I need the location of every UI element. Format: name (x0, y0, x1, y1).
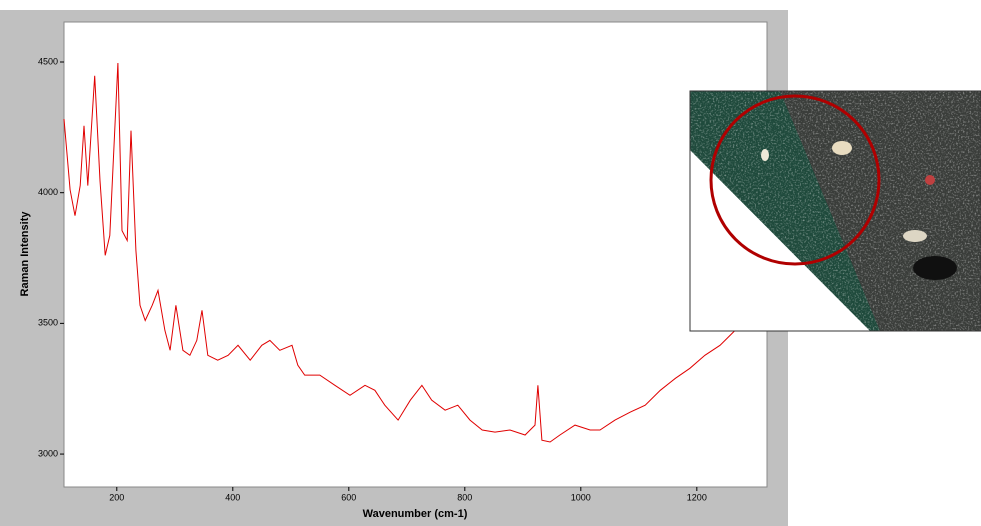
y-tick-label: 4500 (38, 56, 58, 66)
y-axis-label: Raman Intensity (19, 211, 31, 297)
x-tick-label: 800 (457, 492, 472, 502)
x-tick-label: 600 (341, 492, 356, 502)
y-tick-label: 3500 (38, 318, 58, 328)
x-tick-label: 200 (109, 492, 124, 502)
plot-area (63, 21, 768, 488)
x-axis-label: Wavenumber (cm-1) (363, 508, 468, 520)
x-tick-label: 1000 (571, 492, 591, 502)
y-tick-label: 4000 (38, 187, 58, 197)
x-tick-label: 400 (225, 492, 240, 502)
chart: 200 400 600 800 1000 1200 3000 3500 4000 4500 (38, 56, 736, 502)
spectrum-line (63, 62, 736, 443)
x-tick-label: 1200 (687, 492, 707, 502)
inset-border (689, 90, 981, 332)
y-tick-label: 3000 (38, 448, 58, 458)
inset-image (690, 91, 981, 331)
